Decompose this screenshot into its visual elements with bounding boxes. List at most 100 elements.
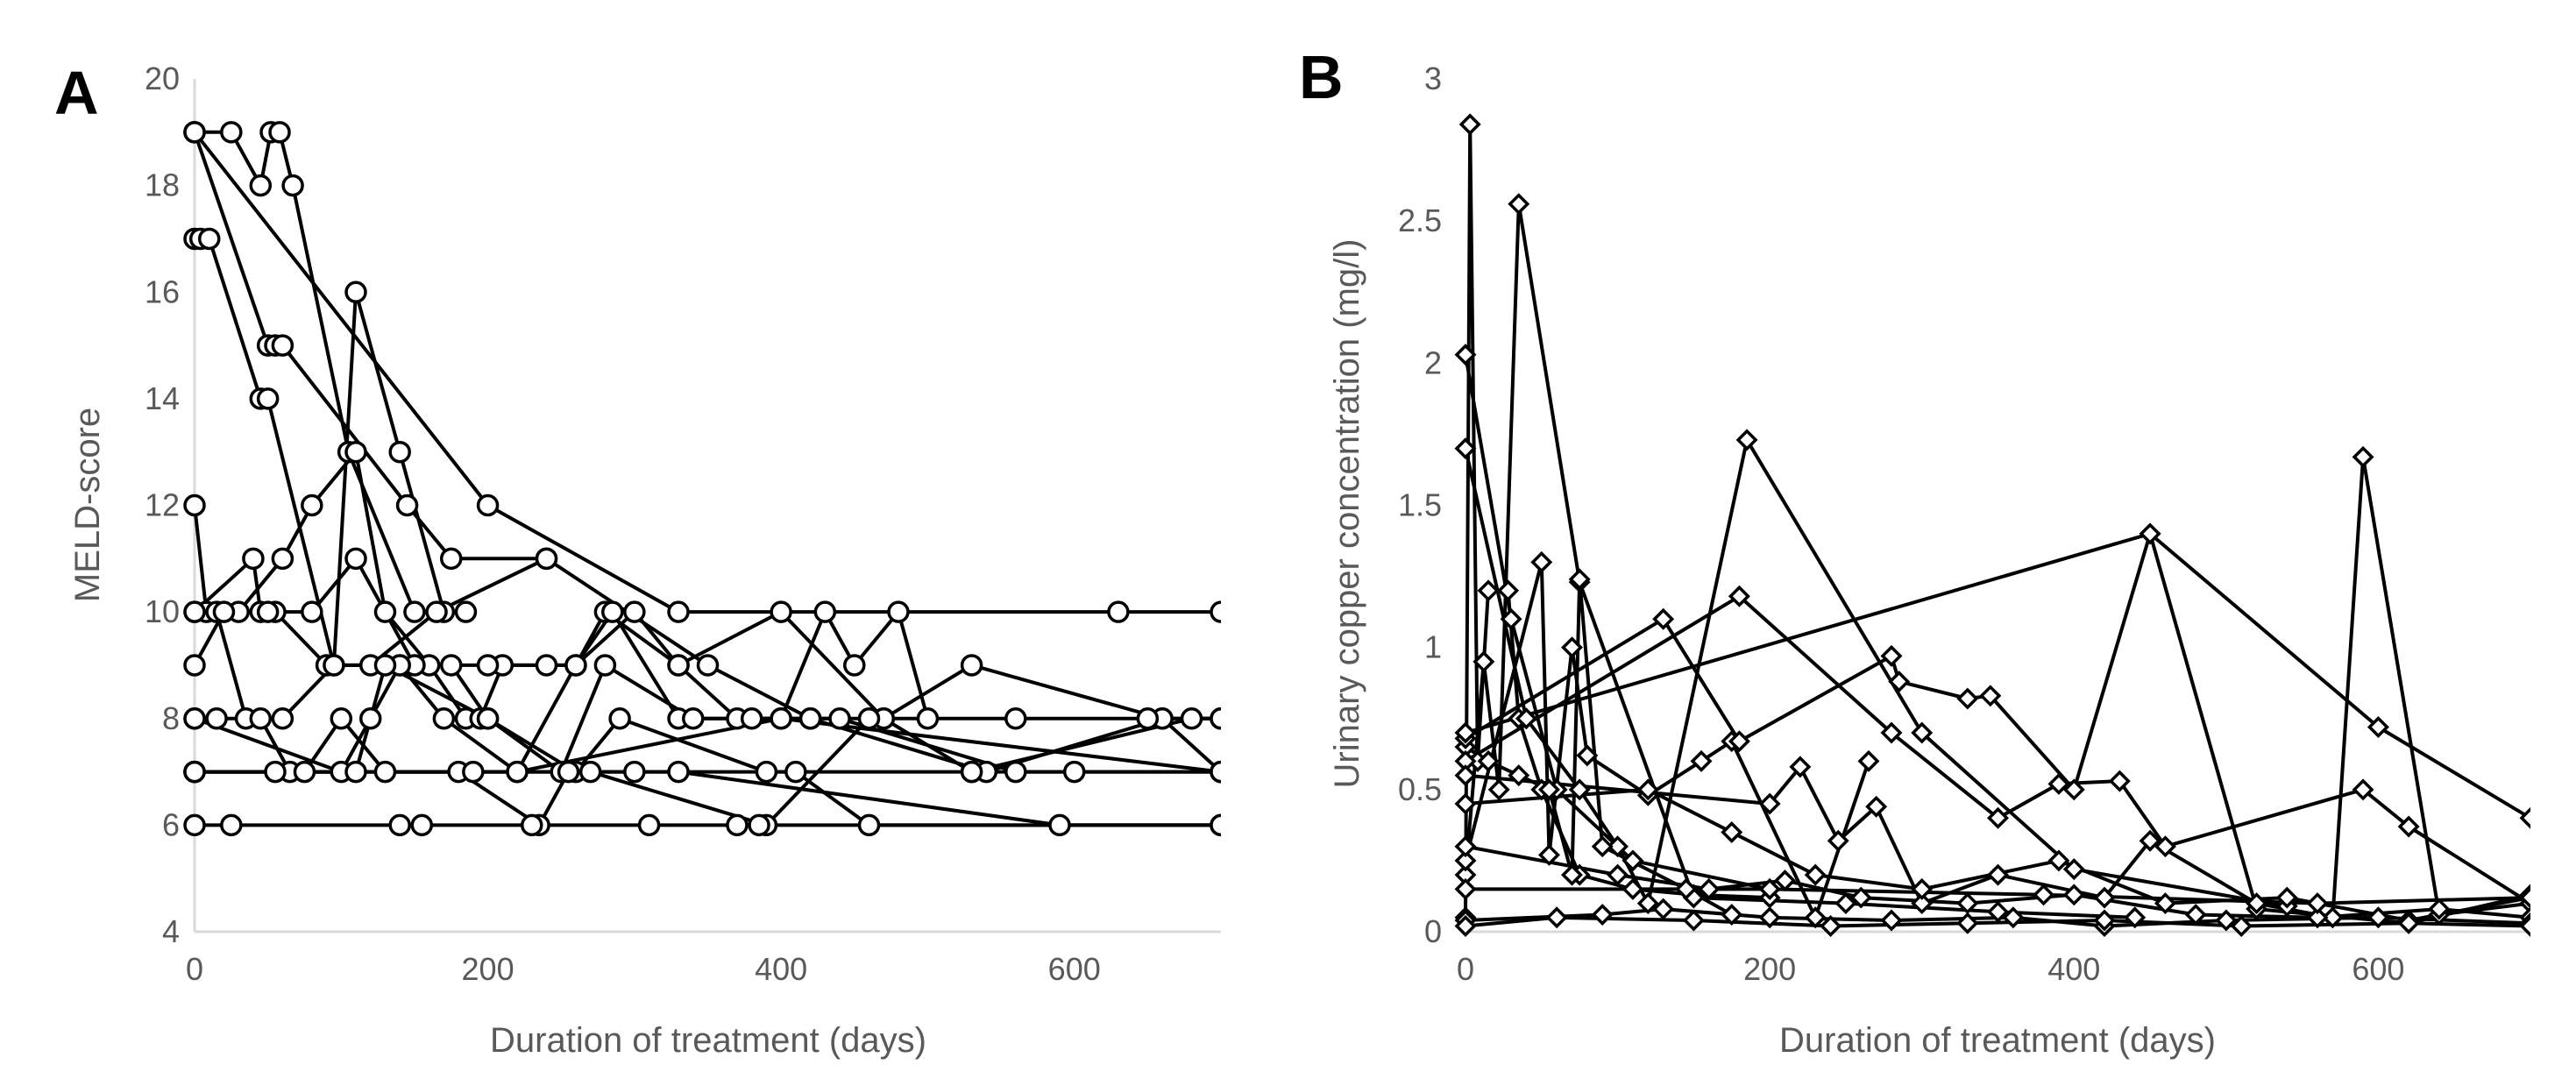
panel-a-series-2-point (256, 387, 280, 410)
panel-b-series-7-point (1880, 644, 1903, 667)
panel-b-x-tick-label: 0 (1457, 951, 1474, 987)
panel-a-series-9-point (798, 707, 822, 730)
panel-b-x-tick-label: 400 (2047, 951, 2100, 987)
panel-b-y-tick-label: 0.5 (1398, 771, 1442, 807)
panel-a-y-tick-label: 18 (145, 167, 180, 203)
panel-b-series-10-point (1827, 829, 1849, 852)
panel-b-series-11-point (2047, 849, 2070, 872)
panel-a-series-5-point (535, 654, 558, 677)
panel-b-y-tick-label: 1.5 (1398, 487, 1442, 523)
panel-a-series-4-line (193, 131, 1221, 614)
panel-b-series-10-point (2352, 445, 2374, 468)
panel-b-series-14-point (1956, 912, 1979, 934)
panel-a-series-4-point (183, 121, 206, 144)
panel-a-series-6-point (425, 600, 448, 623)
panel-b-series-10-point (1911, 892, 1934, 915)
panel-b-series-13-point (2002, 906, 2025, 929)
panel-b-series-10-point (1987, 863, 2009, 886)
panel-a-series-9-point (1004, 760, 1027, 784)
panel-b-series-14-point (2519, 915, 2530, 937)
panel-b-series-10-point (2246, 892, 2268, 915)
panel-b-series-9-point (1454, 721, 1477, 744)
panel-a-series-5-point (301, 493, 323, 517)
panel-b-series-10-point (2139, 829, 2161, 852)
panel-a-x-tick-label: 400 (755, 951, 807, 987)
panel-a-series-3-point (440, 547, 463, 571)
panel-b-x-tick-label: 200 (1743, 951, 1796, 987)
panel-b-series-1-point (1458, 113, 1481, 136)
panel-b-series-2-point (2124, 906, 2147, 929)
panel-a-series-12-point (462, 760, 485, 784)
panel-b-series-1-point (1477, 579, 1500, 602)
panel-b-series-13-point (2367, 906, 2389, 929)
panel-b-series-10-point (1789, 756, 1812, 778)
panel-a-series-7-point (667, 654, 690, 677)
panel-b-x-tick-labels: 0 200 400 600 (1457, 951, 2404, 987)
panel-a-series-4-point (476, 493, 500, 517)
panel-a-series-9-point (358, 707, 382, 730)
panel-b-letter: B (1299, 43, 1344, 111)
panel-a-x-axis-title: Duration of treatment (days) (490, 1021, 926, 1060)
panel-a-series-8-point (476, 654, 500, 677)
panel-b-series-11-point (1804, 863, 1827, 886)
panel-a-y-tick-label: 6 (162, 806, 180, 842)
panel-b-series-12-point (1956, 892, 1979, 915)
panel-b-y-tick-label: 3 (1424, 60, 1442, 96)
panel-b: B 0 0.5 1 1.5 2 2.5 3 0 200 400 600 Duration of t… (1299, 43, 2530, 1060)
panel-a-x-tick-label: 600 (1048, 951, 1101, 987)
panel-a-series-7-point (183, 600, 206, 623)
panel-a-series-5-point (843, 654, 866, 677)
panel-b-series-3-point (1454, 344, 1477, 366)
panel-a-series-4-point (1210, 600, 1221, 623)
panel-a-series-11-point (1004, 707, 1027, 730)
panel-a-series-8-point (344, 547, 367, 571)
panel-a-series-5-point (344, 440, 367, 464)
panel-b-series-6-point (1454, 849, 1477, 872)
panel-a: A 4 6 8 10 12 14 16 18 20 0 200 400 600 Duration of… (54, 59, 1221, 1060)
panel-a-series-12-point (857, 813, 881, 837)
panel-a-series-12-point (623, 760, 646, 784)
panel-b-series-2-point (1487, 778, 1510, 801)
panel-a-series-1-point (281, 174, 304, 197)
panel-a-series-8-point (212, 600, 236, 623)
panel-a-series-10-point (205, 707, 228, 730)
panel-a-series-5-point (887, 600, 910, 623)
panel-a-series-5-point (623, 600, 646, 623)
panel-a-series-10-point (249, 707, 273, 730)
panel-b-series-4-point (1636, 892, 1659, 915)
panel-a-series-15-point (183, 760, 206, 784)
panel-b-series-10-point (1865, 795, 1888, 818)
panel-b-series-6-point (1576, 744, 1599, 767)
panel-a-series-13-point (667, 760, 690, 784)
panel-b-series-15-point (1758, 877, 1781, 900)
panel-a-series-4-point (667, 600, 690, 623)
panel-b-series-6-point (1690, 749, 1713, 772)
panel-b-series-8-point (2108, 770, 2131, 792)
panel-b-series-13-point (1758, 906, 1781, 929)
panel-a-y-tick-label: 4 (162, 913, 180, 949)
panel-b-series-6-point (1857, 749, 1880, 772)
panel-a-series (183, 121, 1221, 837)
panel-b-series-7-point (1979, 685, 2002, 707)
panel-a-series-10-point (608, 707, 631, 730)
panel-a-series-10-point (344, 760, 367, 784)
panel-b-series-14-point (2093, 909, 2116, 932)
panel-b-series-12-point (1774, 870, 1796, 892)
panel-a-series-15-point (506, 760, 529, 784)
panel-b-series-5-point (1561, 863, 1583, 886)
panel-a-series-14-point (183, 813, 206, 837)
panel-a-series-7-point (770, 600, 792, 623)
panel-a-series-1-point (220, 121, 243, 144)
panel-b-series-5-point (1508, 764, 1530, 787)
panel-b-series-5-point (1721, 904, 1743, 926)
panel-a-series-2-point (344, 280, 367, 303)
panel-a-series-8-point (740, 707, 763, 730)
panel-b-series-12-point (1698, 877, 1721, 900)
panel-a-series-1-point (268, 121, 291, 144)
panel-b-series-2-point (1508, 193, 1530, 216)
panel-a-series-9-point (828, 707, 851, 730)
panel-a-series-5-point (271, 547, 295, 571)
panel-b-series-2-line (1464, 202, 2135, 919)
panel-b-series-1-point (1622, 877, 1644, 900)
panel-a-y-tick-label: 14 (145, 380, 180, 416)
